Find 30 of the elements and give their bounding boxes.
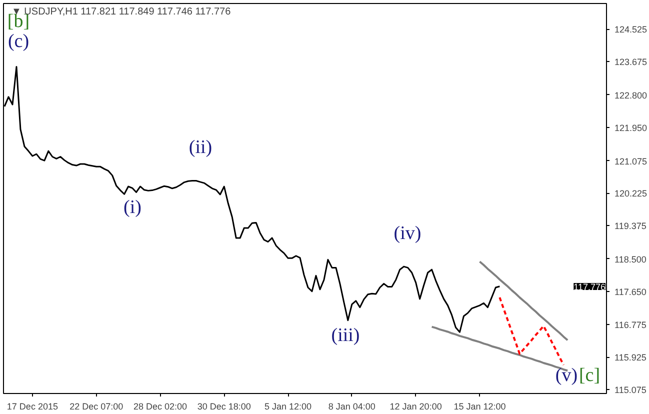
x-tick-label: 12 Jan 20:00 [390,402,442,412]
y-tick-label: 115.075 [614,384,646,395]
y-tick-label: 122.800 [614,90,648,100]
x-tick-label: 17 Dec 2015 [6,402,58,412]
annotation: (ii) [188,137,212,158]
y-tick-label: 124.525 [614,24,648,35]
y-tick-label: 117.650 [614,286,646,297]
annotation: (iii) [331,325,360,346]
x-tick-label: 30 Dec 18:00 [197,402,251,412]
annotation: (v) [555,365,578,386]
x-tick-label: 15 Jan 12:00 [454,402,506,412]
y-tick-label: 118.500 [614,254,646,264]
x-tick-label: 28 Dec 02:00 [133,402,188,412]
y-tick-label: 120.225 [614,188,648,199]
y-tick-label: 116.775 [614,320,646,330]
x-tick-label: 8 Jan 04:00 [328,402,376,412]
y-tick-label: 119.375 [614,221,646,232]
x-tick-label: 22 Dec 07:00 [70,402,124,412]
annotation: (c) [8,31,30,52]
annotation: [c] [578,365,600,386]
annotation: (i) [124,197,142,218]
annotation: 117.776 [574,282,606,292]
line-series [478,260,569,342]
line-series [498,296,565,366]
x-tick-label: 5 Jan 12:00 [264,402,312,412]
y-tick-label: 115.925 [614,352,646,363]
y-tick-label: 123.675 [614,57,648,68]
annotation: (iv) [394,223,422,244]
y-tick-label: 121.075 [614,156,648,166]
y-tick-label: 121.950 [614,122,648,133]
